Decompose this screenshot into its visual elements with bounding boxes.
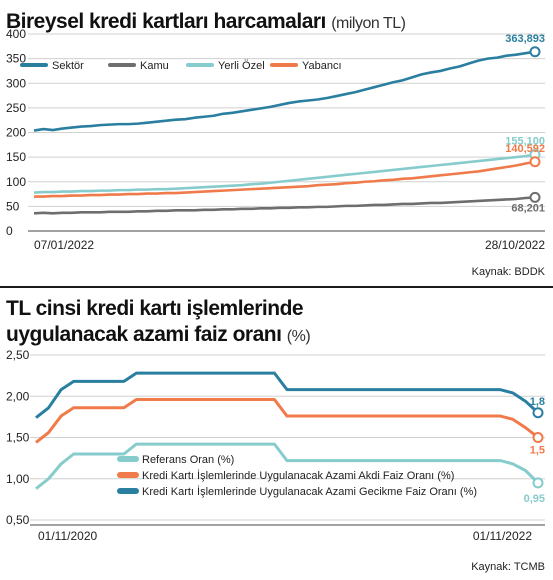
legend-label: Kredi Kartı İşlemlerinde Uygulanacak Aza… xyxy=(142,485,477,498)
legend-label: Kredi Kartı İşlemlerinde Uygulanacak Aza… xyxy=(142,469,454,482)
legend-label: Sektör xyxy=(52,60,84,72)
chart1-unit-label: (milyon TL) xyxy=(331,15,406,32)
series-line-2 xyxy=(35,371,540,419)
chart2-title-line1: TL cinsi kredi kartı işlemlerinde xyxy=(6,296,304,322)
spending-chart-panel: Bireysel kredi kartları harcamaları (mil… xyxy=(0,0,553,285)
x-tick-label-end: 28/10/2022 xyxy=(485,238,545,252)
legend-label: Kamu xyxy=(140,60,169,72)
legend-label: Yabancı xyxy=(302,60,342,72)
y-tick-label: 250 xyxy=(6,101,26,115)
chart2-title-text-2: uygulanacak azami faiz oranı xyxy=(6,323,282,346)
x-tick-label-end: 01/11/2022 xyxy=(473,529,532,543)
chart2-unit-label: (%) xyxy=(286,328,311,345)
interest-chart-panel: TL cinsi kredi kartı işlemlerinde uygula… xyxy=(0,287,553,580)
series-end-marker xyxy=(532,407,544,419)
series-line-1 xyxy=(33,196,536,215)
y-tick-label: 400 xyxy=(6,28,26,41)
y-tick-label: 100 xyxy=(6,175,26,189)
series-end-label: 363,893 xyxy=(505,33,545,45)
series-end-label: 1,5 xyxy=(530,445,545,457)
chart1-title: Bireysel kredi kartları harcamaları (mil… xyxy=(6,9,406,37)
chart2-source: Kaynak: TCMB xyxy=(471,561,545,573)
y-tick-label: 1,00 xyxy=(6,472,30,486)
series-end-marker xyxy=(529,46,541,58)
series-end-label: 140,592 xyxy=(505,143,545,155)
y-tick-label: 350 xyxy=(6,52,26,66)
spending-line-chart: 0 50 100 150 200 250 300 350 400 07/01/2022 28/10/… xyxy=(6,28,545,252)
series-line-1 xyxy=(35,398,539,444)
chart2-title-text-1: TL cinsi kredi kartı işlemlerinde xyxy=(6,297,304,320)
chart1-source: Kaynak: BDDK xyxy=(471,266,545,278)
y-tick-label: 2,00 xyxy=(6,389,30,403)
series-end-marker xyxy=(529,156,541,168)
y-tick-label: 300 xyxy=(6,76,26,90)
series-end-label: 155,100 xyxy=(505,136,545,148)
series-end-marker xyxy=(532,477,544,489)
y-tick-label: 0,50 xyxy=(6,513,30,527)
series-end-label: 1,8 xyxy=(530,396,545,408)
series-line-2 xyxy=(33,153,536,194)
legend-label: Yerli Özel xyxy=(218,60,265,72)
chart1-title-text: Bireysel kredi kartları harcamaları xyxy=(6,10,326,33)
interest-line-chart: 0,50 1,00 1,50 2,00 2,50 01/11/2020 01/11/2022… xyxy=(6,348,545,543)
panel-divider xyxy=(0,286,553,288)
y-tick-label: 0 xyxy=(6,224,13,238)
series-line-0 xyxy=(35,442,540,490)
series-end-marker xyxy=(529,191,541,203)
series-end-label: 68,201 xyxy=(511,202,545,214)
chart2-title-line2: uygulanacak azami faiz oranı (%) xyxy=(6,322,311,350)
y-tick-label: 200 xyxy=(6,126,26,140)
y-tick-label: 2,50 xyxy=(6,348,30,362)
series-line-3 xyxy=(34,160,536,198)
series-line-0 xyxy=(33,50,536,132)
y-tick-label: 50 xyxy=(6,199,20,213)
series-end-label: 0,95 xyxy=(524,493,545,505)
legend-label: Referans Oran (%) xyxy=(142,454,234,466)
x-tick-label-start: 01/11/2020 xyxy=(38,529,97,543)
series-end-marker xyxy=(532,432,544,443)
y-tick-label: 1,50 xyxy=(6,431,30,445)
x-tick-label-start: 07/01/2022 xyxy=(34,238,94,252)
y-tick-label: 150 xyxy=(6,150,26,164)
